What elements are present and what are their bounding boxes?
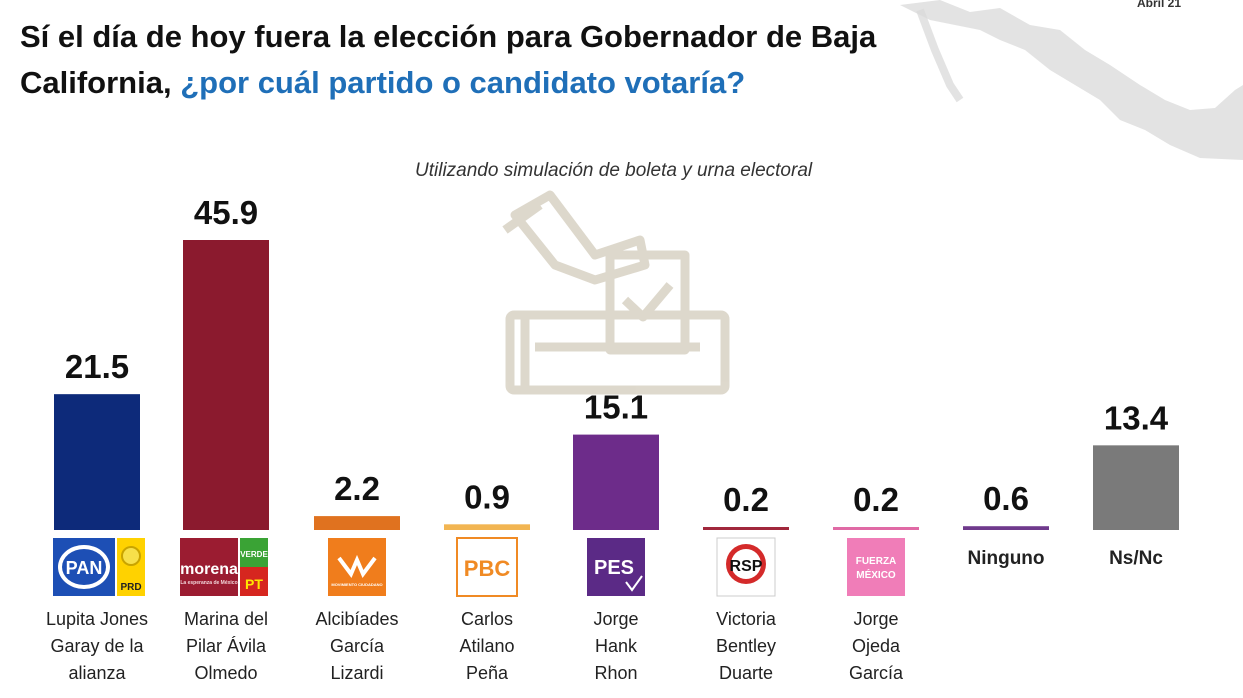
title-text: Sí el día de hoy fuera la elección para … <box>20 19 877 100</box>
candidate-label-line: Victoria <box>716 609 776 629</box>
prd-logo-text: PRD <box>120 582 141 593</box>
candidate-label-3: Carlos Atilano Peña <box>417 606 557 687</box>
verde-logo-text: VERDE <box>240 550 268 559</box>
candidate-label-line: Alcibíades <box>315 609 399 629</box>
bar-6 <box>833 527 919 530</box>
candidate-label-line: Ojeda <box>851 636 901 656</box>
bar-3 <box>444 524 530 530</box>
candidate-label-line: Jorge <box>853 609 899 629</box>
candidate-label-line: Duarte <box>718 663 774 683</box>
candidate-label-line: Carlos <box>460 609 513 629</box>
candidate-label-line: Hank <box>594 636 638 656</box>
candidate-label-0: Lupita Jones Garay de la alianza <box>27 606 167 687</box>
date-label: Abril 21 <box>1136 0 1181 10</box>
value-label-3: 0.9 <box>464 478 510 515</box>
bar-5 <box>703 527 789 530</box>
chart-title: Sí el día de hoy fuera la elección para … <box>20 14 920 106</box>
morena-logo-icon <box>180 538 238 596</box>
bar-4 <box>573 434 659 530</box>
candidate-label-line: Peña <box>465 663 509 683</box>
candidate-label-line: Atilano <box>459 636 515 656</box>
chart-subtitle: Utilizando simulación de boleta y urna e… <box>415 160 813 181</box>
value-label-2: 2.2 <box>334 470 380 507</box>
candidate-label-1: Marina del Pilar Ávila Olmedo <box>156 606 296 687</box>
option-label-ninguno: Ninguno <box>967 548 1045 569</box>
pbc-logo-text: PBC <box>464 556 511 581</box>
candidate-label-line: Rhon <box>594 663 638 683</box>
bar-2 <box>314 516 400 530</box>
value-label-0: 21.5 <box>65 348 129 385</box>
candidate-label-line: Bentley <box>715 636 777 656</box>
candidate-label-line: Olmedo <box>194 663 258 683</box>
value-label-8: 13.4 <box>1104 399 1169 436</box>
morena-tagline-text: La esperanza de México <box>180 580 237 586</box>
pan-logo-text: PAN <box>66 558 103 578</box>
candidate-label-line: García <box>848 663 904 683</box>
candidate-label-5: Victoria Bentley Duarte <box>676 606 816 687</box>
fuerza-logo-text-1: FUERZA <box>856 556 897 567</box>
candidate-label-line: Lizardi <box>330 663 384 683</box>
bar-8 <box>1093 445 1179 530</box>
bar-7 <box>963 526 1049 530</box>
value-label-7: 0.6 <box>983 480 1029 517</box>
title-question: ¿por cuál partido o candidato votaría? <box>180 65 746 100</box>
rsp-logo-text: RSP <box>730 558 763 575</box>
pt-logo-text: PT <box>245 576 263 592</box>
pbc-logo-icon <box>456 537 518 597</box>
candidate-label-2: Alcibíades García Lizardi <box>287 606 427 687</box>
candidate-label-line: Marina del <box>183 609 269 629</box>
mc-logo-icon <box>328 538 386 596</box>
candidate-label-line: Garay de la <box>50 636 144 656</box>
fuerza-logo-text-2: MÉXICO <box>856 568 896 581</box>
value-label-1: 45.9 <box>194 194 258 231</box>
verde-logo-icon <box>240 538 268 567</box>
bar-1 <box>183 240 269 530</box>
value-label-5: 0.2 <box>723 481 769 518</box>
pes-logo-text: PES <box>594 557 634 579</box>
candidate-label-line: Lupita Jones <box>45 609 149 629</box>
candidate-label-6: Jorge Ojeda García <box>806 606 946 687</box>
value-label-6: 0.2 <box>853 481 899 518</box>
candidate-label-4: Jorge Hank Rhon <box>546 606 686 687</box>
morena-logo-text: morena <box>180 561 238 578</box>
ballot-box-icon <box>502 190 730 395</box>
bar-0 <box>54 394 140 530</box>
value-label-4: 15.1 <box>584 389 648 426</box>
mexico-map-icon <box>900 0 1243 160</box>
fuerza-mexico-logo-icon <box>847 538 905 596</box>
candidate-label-line: Jorge <box>593 609 639 629</box>
candidate-label-line: alianza <box>68 663 126 683</box>
candidate-label-line: García <box>329 636 385 656</box>
option-label-nsnc: Ns/Nc <box>1109 548 1163 569</box>
pt-logo-icon <box>240 567 268 596</box>
candidate-label-line: Pilar Ávila <box>185 636 267 656</box>
mc-logo-text: MOVIMIENTO CIUDADANO <box>331 582 382 587</box>
